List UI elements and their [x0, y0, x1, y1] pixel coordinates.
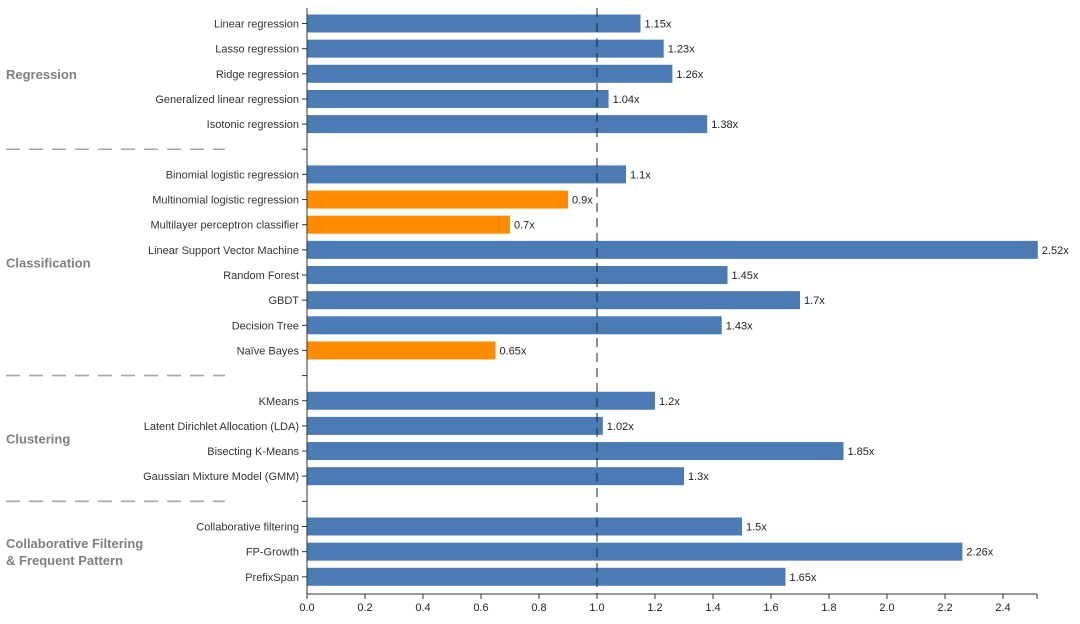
data-label: 1.04x [613, 94, 640, 106]
data-label: 1.43x [726, 320, 753, 332]
data-label: 1.5x [746, 522, 767, 534]
data-label: 1.45x [732, 270, 759, 282]
category-label: Latent Dirichlet Allocation (LDA) [144, 421, 299, 433]
bar [307, 115, 708, 134]
category-label: FP-Growth [246, 547, 299, 559]
bar [307, 542, 963, 561]
category-label: GBDT [268, 295, 299, 307]
bar [307, 165, 626, 184]
x-tick-label: 2.0 [879, 602, 894, 614]
category-label: Multilayer perceptron classifier [150, 220, 299, 232]
x-tick-label: 0.2 [357, 602, 372, 614]
x-tick-label: 0.4 [415, 602, 430, 614]
data-label: 1.3x [688, 471, 709, 483]
data-label: 1.7x [804, 295, 825, 307]
category-label: Collaborative filtering [196, 522, 299, 534]
bar [307, 266, 728, 284]
bar [307, 341, 496, 360]
bar [307, 467, 684, 486]
x-tick-label: 0.6 [473, 602, 488, 614]
bar [307, 240, 1038, 259]
data-label: 0.65x [500, 345, 527, 357]
bar [307, 291, 800, 310]
bar [307, 391, 655, 410]
group-label: Classification [6, 255, 91, 270]
data-label: 1.02x [607, 421, 634, 433]
data-label: 2.26x [966, 547, 993, 559]
data-label: 2.52x [1042, 245, 1069, 257]
x-tick-label: 0.8 [531, 602, 546, 614]
x-tick-label: 0.0 [299, 602, 314, 614]
group-label: Regression [6, 67, 77, 82]
group-label: Clustering [6, 431, 70, 446]
bar [307, 190, 568, 209]
data-label: 1.26x [676, 69, 703, 81]
bar [307, 416, 603, 435]
category-label: Lasso regression [215, 44, 299, 56]
category-label: Multinomial logistic regression [152, 195, 299, 207]
x-tick-label: 1.0 [589, 602, 604, 614]
category-label: Ridge regression [216, 69, 299, 81]
category-label: Linear Support Vector Machine [148, 245, 299, 257]
group-label: Collaborative Filtering [6, 536, 143, 551]
bar [307, 567, 786, 586]
category-label: Generalized linear regression [155, 94, 299, 106]
data-label: 1.85x [848, 446, 875, 458]
category-label: PrefixSpan [245, 572, 299, 584]
data-label: 1.23x [668, 44, 695, 56]
category-label: Isotonic regression [207, 119, 299, 131]
category-label: Random Forest [223, 270, 299, 282]
category-label: KMeans [259, 396, 300, 408]
data-label: 1.1x [630, 169, 651, 181]
category-label: Decision Tree [232, 320, 299, 332]
category-label: Gaussian Mixture Model (GMM) [143, 471, 299, 483]
x-tick-label: 1.6 [763, 602, 778, 614]
data-label: 0.9x [572, 195, 593, 207]
category-label: Bisecting K-Means [207, 446, 299, 458]
bar [307, 215, 510, 234]
group-label: & Frequent Pattern [6, 553, 123, 568]
category-label: Binomial logistic regression [166, 169, 299, 181]
bar [307, 517, 742, 536]
x-tick-label: 1.2 [647, 602, 662, 614]
bar [307, 64, 673, 83]
x-tick-label: 2.4 [995, 602, 1010, 614]
bar [307, 39, 664, 58]
bar [307, 316, 722, 335]
x-tick-label: 1.8 [821, 602, 836, 614]
data-label: 1.15x [645, 19, 672, 31]
data-label: 0.7x [514, 220, 535, 232]
x-tick-label: 2.2 [937, 602, 952, 614]
x-tick-label: 1.4 [705, 602, 720, 614]
data-label: 1.65x [790, 572, 817, 584]
data-label: 1.38x [711, 119, 738, 131]
bar [307, 14, 641, 33]
category-label: Naïve Bayes [237, 345, 300, 357]
category-label: Linear regression [214, 19, 299, 31]
bar [307, 442, 844, 461]
data-label: 1.2x [659, 396, 680, 408]
bar [307, 89, 609, 108]
